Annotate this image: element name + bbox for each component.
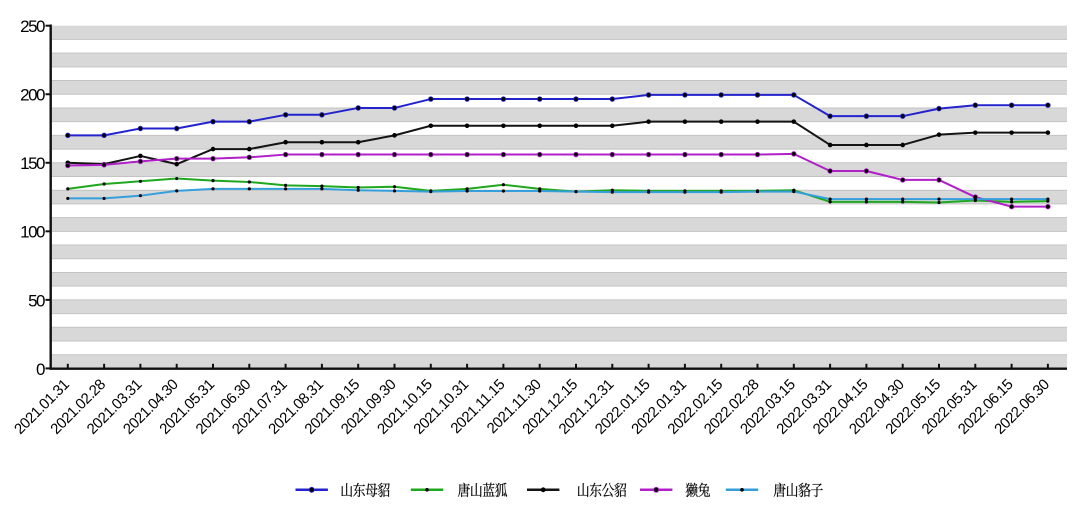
svg-text:200: 200 [20,86,45,105]
svg-text:150: 150 [20,154,45,173]
svg-text:50: 50 [28,291,45,310]
svg-text:100: 100 [20,223,45,242]
svg-text:250: 250 [20,17,45,36]
svg-text:0: 0 [36,360,45,379]
